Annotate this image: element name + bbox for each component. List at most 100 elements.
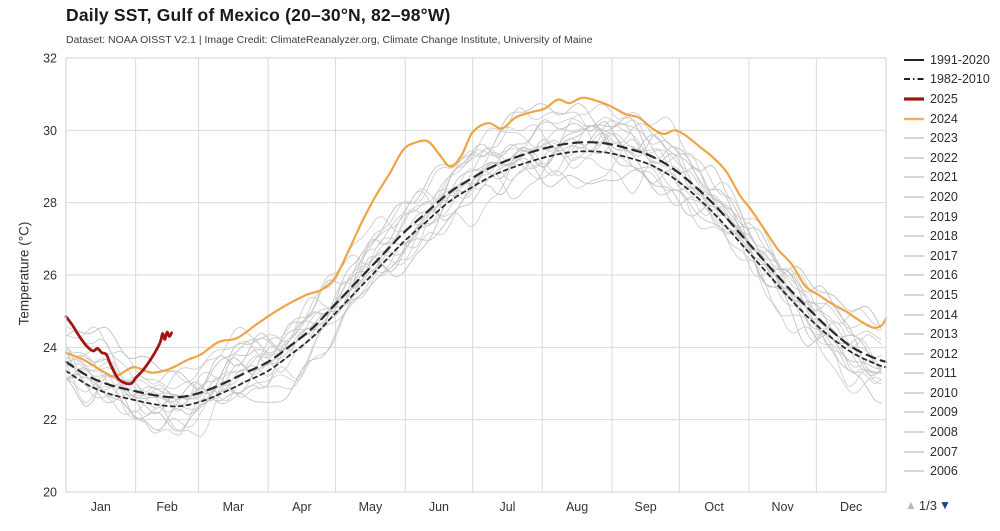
legend-item-2011[interactable]: 2011: [903, 364, 1000, 384]
y-tick-label: 24: [43, 341, 57, 355]
legend-item-label: 2010: [930, 385, 958, 400]
legend-item-1991-2020[interactable]: 1991-2020: [903, 50, 1000, 70]
x-tick-label: Sep: [634, 500, 656, 514]
legend-item-2021[interactable]: 2021: [903, 168, 1000, 188]
legend-item-label: 2011: [930, 366, 957, 381]
legend-swatch-line-icon: [904, 97, 924, 101]
legend-item-2020[interactable]: 2020: [903, 187, 1000, 207]
legend-item-2007[interactable]: 2007: [903, 442, 1000, 462]
axis-tick-labels: 20 22 24 26 28 30 32 Jan Feb Mar Apr May Jun Jul Aug Se…: [43, 52, 862, 515]
legend-item-2022[interactable]: 2022: [903, 148, 1000, 168]
legend-swatch-line-icon: [904, 117, 924, 120]
legend-item-2023[interactable]: 2023: [903, 128, 1000, 148]
y-tick-label: 22: [43, 413, 57, 427]
legend-swatch-line-icon: [904, 196, 924, 198]
x-tick-label: Oct: [704, 500, 724, 514]
x-tick-label: Aug: [566, 500, 588, 514]
series-1982-2010: [65, 150, 887, 408]
legend-item-label: 2016: [930, 268, 958, 283]
plot-border: [65, 57, 887, 493]
legend-item-2010[interactable]: 2010: [903, 383, 1000, 403]
legend-swatch-line-icon: [904, 156, 924, 159]
legend-item-label: 2008: [930, 425, 958, 440]
legend-item-label: 2025: [930, 91, 958, 106]
legend-swatch-line-icon: [904, 333, 924, 335]
y-tick-label: 20: [43, 486, 57, 500]
legend-item-label: 2015: [930, 287, 958, 302]
x-tick-label: Jun: [429, 500, 449, 514]
legend: 1991-2020 1982-2010 2025 2024 2023 2022 2021 20…: [903, 50, 1000, 481]
legend-page-indicator: 1/3: [918, 497, 937, 513]
legend-item-2017[interactable]: 2017: [903, 246, 1000, 266]
legend-swatch-line-icon: [904, 274, 924, 277]
series-1991-2020: [64, 141, 888, 399]
legend-item-label: 2014: [930, 307, 958, 322]
legend-swatch-line-icon: [904, 372, 924, 375]
legend-swatch-line-icon: [904, 352, 924, 355]
series-2025: [64, 315, 173, 386]
x-tick-label: Nov: [772, 500, 795, 514]
legend-item-label: 2009: [930, 405, 958, 420]
legend-page-down-icon[interactable]: ▼: [938, 498, 951, 512]
legend-swatch-line-icon: [904, 58, 924, 61]
legend-item-label: 2017: [930, 248, 958, 263]
legend-swatch-line-icon: [904, 137, 924, 139]
legend-page-up-icon[interactable]: ▲: [905, 498, 917, 512]
legend-item-2013[interactable]: 2013: [903, 324, 1000, 344]
y-tick-label: 26: [43, 269, 57, 283]
series-2024: [64, 96, 888, 378]
legend-pager: ▲ 1/3 ▼: [905, 495, 951, 515]
legend-item-2012[interactable]: 2012: [903, 344, 1000, 364]
legend-item-label: 2023: [930, 131, 958, 146]
legend-item-label: 2019: [930, 209, 958, 224]
legend-item-2015[interactable]: 2015: [903, 285, 1000, 305]
legend-swatch-line-icon: [904, 392, 924, 394]
legend-swatch-line-icon: [904, 411, 924, 414]
legend-swatch-line-icon: [904, 235, 924, 237]
legend-item-label: 2013: [930, 327, 958, 342]
legend-item-label: 2021: [930, 170, 958, 185]
x-tick-label: Mar: [223, 500, 245, 514]
legend-item-label: 2012: [930, 346, 958, 361]
legend-swatch-line-icon: [904, 78, 924, 81]
legend-item-label: 2007: [930, 444, 958, 459]
legend-item-label: 2022: [930, 150, 958, 165]
legend-swatch-line-icon: [904, 294, 924, 296]
legend-item-2006[interactable]: 2006: [903, 461, 1000, 481]
legend-item-label: 2006: [930, 464, 958, 479]
legend-item-2024[interactable]: 2024: [903, 109, 1000, 129]
legend-item-label: 2018: [930, 229, 958, 244]
legend-item-2008[interactable]: 2008: [903, 422, 1000, 442]
x-tick-label: Apr: [292, 500, 311, 514]
y-tick-label: 28: [43, 196, 57, 210]
y-tick-label: 30: [43, 124, 57, 138]
x-tick-label: Feb: [156, 500, 178, 514]
ensemble-year-lines: [65, 103, 882, 437]
legend-item-2018[interactable]: 2018: [903, 226, 1000, 246]
legend-swatch-line-icon: [904, 215, 924, 218]
legend-item-label: 1982-2010: [930, 72, 990, 87]
x-tick-label: Dec: [840, 500, 862, 514]
legend-item-label: 2020: [930, 189, 958, 204]
legend-swatch-line-icon: [904, 313, 924, 316]
legend-item-label: 2024: [930, 111, 958, 126]
legend-item-2025[interactable]: 2025: [903, 89, 1000, 109]
y-tick-label: 32: [43, 52, 57, 66]
x-tick-label: Jul: [499, 500, 515, 514]
legend-swatch-line-icon: [904, 431, 924, 433]
legend-item-2014[interactable]: 2014: [903, 305, 1000, 325]
chart-title: Daily SST, Gulf of Mexico (20–30°N, 82–9…: [66, 5, 451, 25]
legend-item-label: 1991-2020: [930, 52, 990, 67]
legend-item-2016[interactable]: 2016: [903, 266, 1000, 286]
legend-swatch-line-icon: [904, 176, 924, 179]
x-tick-label: Jan: [91, 500, 111, 514]
legend-item-1982-2010[interactable]: 1982-2010: [903, 70, 1000, 90]
legend-swatch-line-icon: [904, 450, 924, 453]
x-tick-label: May: [359, 500, 383, 514]
legend-item-2019[interactable]: 2019: [903, 207, 1000, 227]
legend-item-2009[interactable]: 2009: [903, 403, 1000, 423]
legend-swatch-line-icon: [904, 254, 924, 257]
legend-swatch-line-icon: [904, 470, 924, 473]
